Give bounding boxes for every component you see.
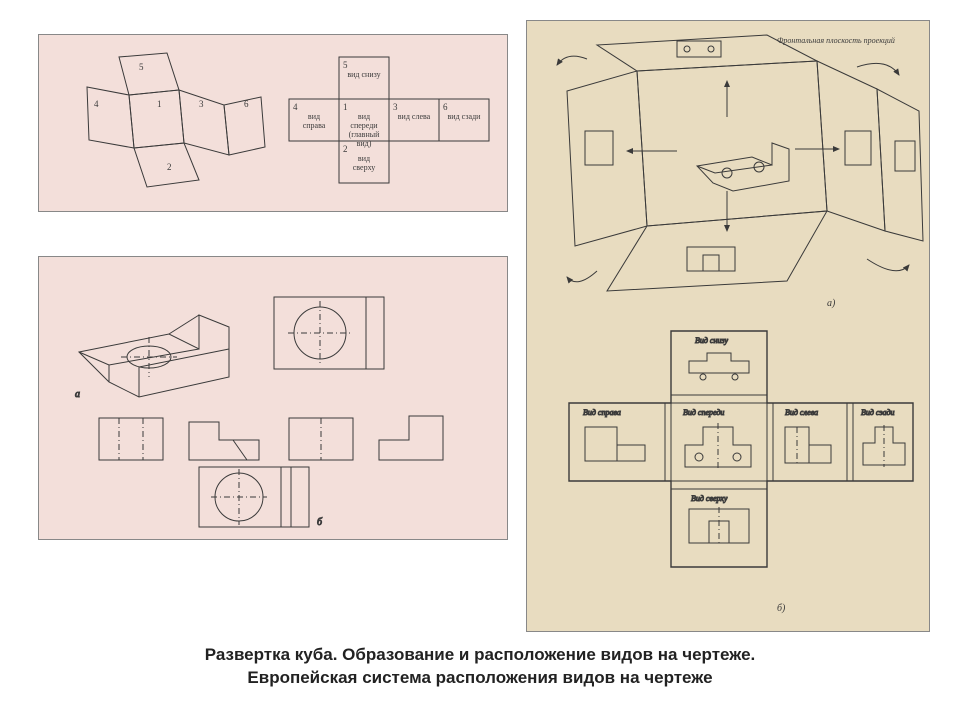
- view-cell-label: сверху: [353, 163, 376, 172]
- isometric-part: [79, 315, 229, 397]
- projection-box-3d: [557, 35, 923, 291]
- panel-projection-system: Фронтальная плоскость проекций: [526, 20, 930, 632]
- frontal-plane-label: Фронтальная плоскость проекций: [777, 36, 895, 45]
- lbl-back: Вид сзади: [861, 408, 895, 417]
- view-cell-label: вид: [358, 154, 370, 163]
- view-cell-label: вид): [357, 139, 372, 148]
- view-bottom-circle: [199, 467, 309, 527]
- lbl-left: Вид справа: [583, 408, 621, 417]
- face-num-5: 5: [139, 62, 144, 72]
- caption-line2: Европейская система расположения видов н…: [0, 667, 960, 690]
- lbl-right: Вид слева: [785, 408, 818, 417]
- marker-a: а: [75, 389, 80, 400]
- lbl-bottom: Вид сверху: [691, 494, 728, 503]
- view-grid: 5вид снизу4видсправа1видспереди(главныйв…: [289, 57, 489, 183]
- view-cell-label: вид снизу: [347, 70, 380, 79]
- face-num-1: 1: [157, 99, 162, 109]
- marker-b: б: [317, 517, 323, 528]
- projection-svg: Фронтальная плоскость проекций: [527, 21, 931, 633]
- view-cell-label: вид слева: [398, 112, 431, 121]
- view-cell-num: 1: [343, 102, 348, 112]
- part-views-svg: а: [39, 257, 509, 541]
- marker-a-right: а): [827, 298, 836, 309]
- six-views-layout: Вид снизу Вид справа Вид спереди Вид сле…: [569, 331, 913, 567]
- view-cell-label: спереди: [350, 121, 378, 130]
- view-cell-label: вид: [308, 112, 320, 121]
- view-cell-label: (главный: [349, 130, 381, 139]
- face-num-3: 3: [199, 99, 204, 109]
- view-cell-num: 3: [393, 102, 398, 112]
- caption-line1: Развертка куба. Образование и расположен…: [0, 644, 960, 667]
- profile-row: [99, 416, 443, 460]
- view-cell-label: справа: [303, 121, 326, 130]
- view-cell-num: 6: [443, 102, 448, 112]
- lbl-front: Вид спереди: [683, 408, 724, 417]
- view-cell-label: вид сзади: [448, 112, 482, 121]
- view-cell-num: 4: [293, 102, 298, 112]
- face-num-2: 2: [167, 162, 172, 172]
- lbl-top: Вид снизу: [695, 336, 729, 345]
- caption: Развертка куба. Образование и расположен…: [0, 644, 960, 690]
- panel-part-views: а: [38, 256, 508, 540]
- view-cell-label: вид: [358, 112, 370, 121]
- panel-cube-unfold: 1 2 3 4 5 6 5вид снизу4видсправа1видспер…: [38, 34, 508, 212]
- face-num-6: 6: [244, 99, 249, 109]
- view-cell-num: 2: [343, 144, 348, 154]
- face-num-4: 4: [94, 99, 99, 109]
- view-cell-num: 5: [343, 60, 348, 70]
- cube-unfold-svg: 1 2 3 4 5 6 5вид снизу4видсправа1видспер…: [39, 35, 509, 213]
- view-front-circle: [274, 297, 384, 369]
- cube-unfold-3d: [87, 53, 265, 187]
- marker-b-right: б): [777, 603, 786, 614]
